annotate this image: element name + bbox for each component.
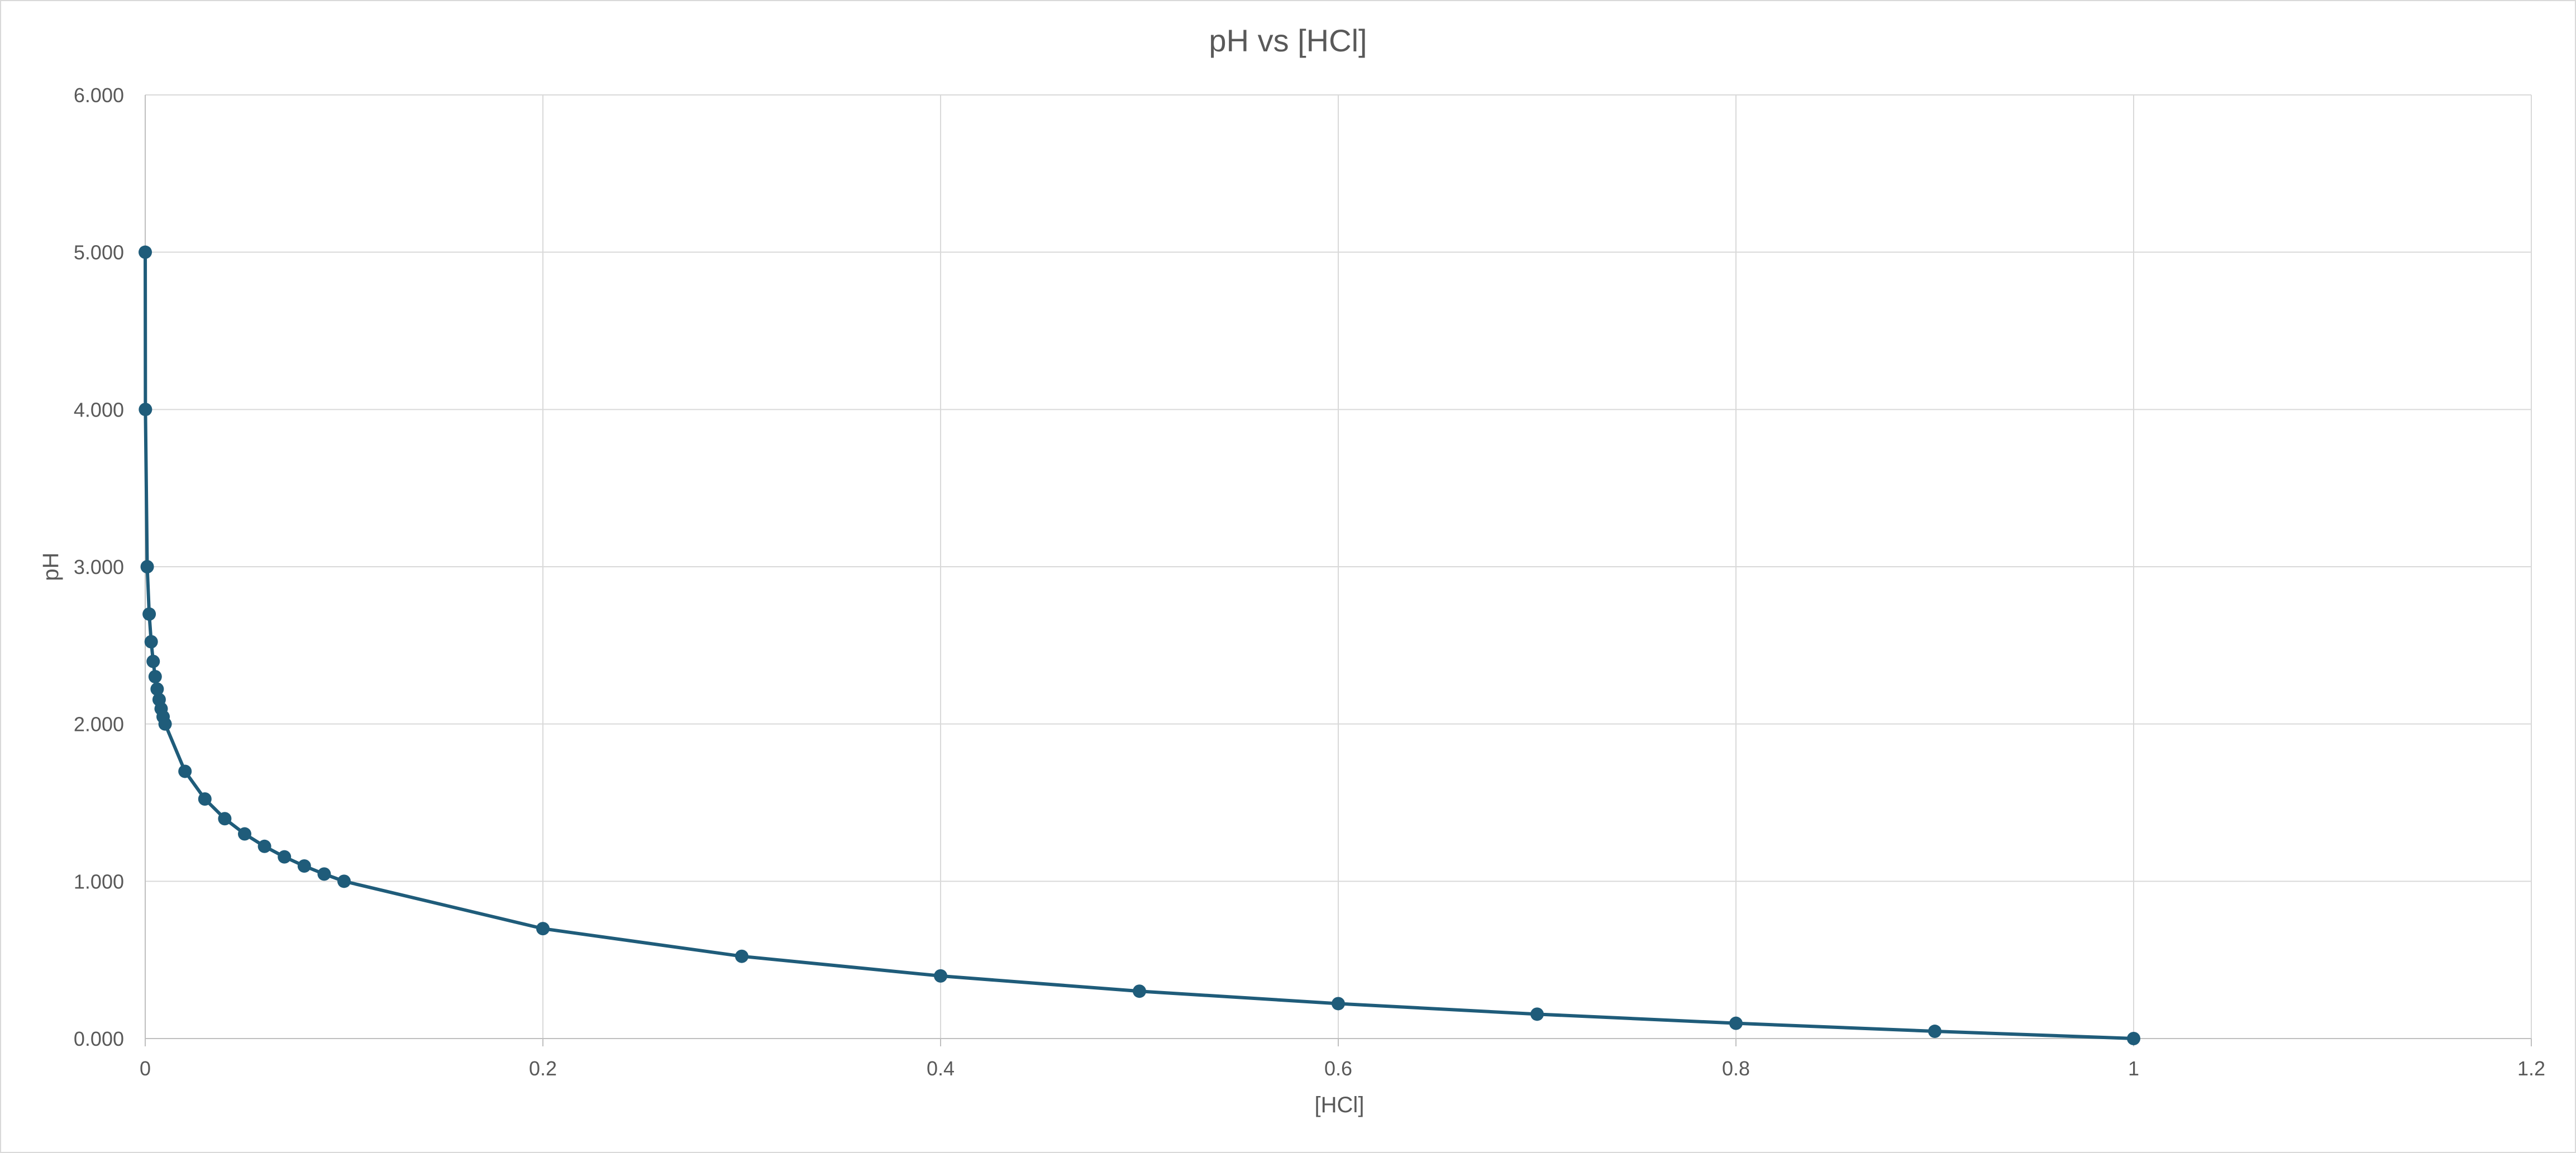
data-point	[150, 682, 164, 696]
data-series	[139, 245, 2140, 1045]
data-point	[148, 669, 162, 683]
y-tick-label: 1.000	[74, 870, 124, 893]
y-tick-label: 0.000	[74, 1027, 124, 1050]
data-point	[536, 922, 550, 936]
y-tick-label: 4.000	[74, 398, 124, 421]
data-point	[198, 792, 212, 806]
x-tick-label: 0.8	[1722, 1057, 1750, 1080]
data-point	[934, 969, 947, 983]
y-tick-label: 5.000	[74, 241, 124, 264]
data-point	[257, 839, 271, 853]
y-tick-label: 6.000	[74, 84, 124, 107]
x-tick-label: 0.6	[1324, 1057, 1352, 1080]
x-tick-label: 1	[2128, 1057, 2139, 1080]
series-line	[144, 252, 2134, 1040]
data-point	[278, 850, 292, 864]
data-point	[238, 827, 251, 841]
y-tick-label: 3.000	[74, 556, 124, 578]
x-tick-label: 0.4	[927, 1057, 955, 1080]
x-tick-label: 1.2	[2517, 1057, 2545, 1080]
data-point	[1729, 1016, 1743, 1030]
data-point	[158, 717, 172, 731]
data-point	[178, 764, 192, 778]
data-point	[144, 635, 158, 649]
tick-labels: 0 0.2 0.4 0.6 0.8 1 1.2 0.000 1.000 2.000 3.000 4.0…	[74, 84, 2545, 1080]
chart-title: pH vs [HCl]	[1209, 23, 1367, 58]
x-tick-label: 0	[140, 1057, 151, 1080]
x-tick-label: 0.2	[529, 1057, 557, 1080]
data-point	[139, 245, 152, 259]
data-point	[735, 949, 748, 963]
y-axis-title: pH	[39, 552, 63, 581]
data-point	[146, 654, 160, 668]
data-point	[297, 859, 311, 873]
gridlines	[145, 94, 2532, 1039]
y-tick-label: 2.000	[74, 713, 124, 736]
data-point	[142, 607, 156, 621]
data-point	[317, 867, 331, 881]
data-point	[1332, 997, 1345, 1011]
data-point	[1530, 1007, 1544, 1021]
x-axis-title: [HCl]	[1315, 1093, 1365, 1117]
data-point	[140, 560, 154, 573]
data-point	[2127, 1032, 2140, 1045]
data-point	[1928, 1025, 1941, 1039]
data-point	[1133, 984, 1146, 998]
data-point	[139, 403, 152, 417]
data-point	[218, 812, 232, 826]
data-point	[337, 874, 351, 888]
